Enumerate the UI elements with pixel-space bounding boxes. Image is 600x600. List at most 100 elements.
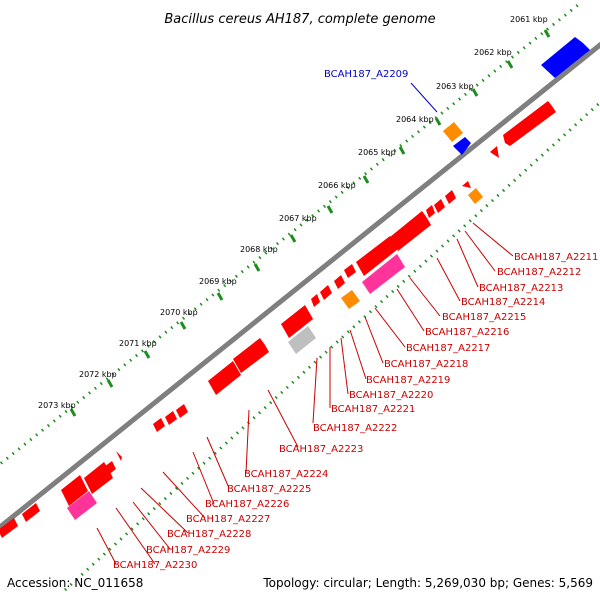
- gene-red: [356, 236, 398, 276]
- forward-strand-genes: [0, 37, 590, 538]
- leader-line: [192, 451, 215, 505]
- gene-label: BCAH187_A2226: [205, 499, 289, 510]
- gene-orange: [341, 290, 360, 309]
- leader-line: [206, 436, 230, 489]
- outer-scale-track: [0, 3, 579, 466]
- gene-orange: [468, 188, 483, 204]
- gene-pink: [67, 491, 97, 520]
- leader-line: [396, 288, 425, 332]
- scale-tick: [143, 350, 151, 359]
- gene-label: BCAH187_A2217: [406, 343, 490, 354]
- scale-label: 2071 kbp: [119, 339, 157, 348]
- gene-red: [434, 199, 445, 213]
- scale-tick: [506, 60, 514, 69]
- leader-line: [140, 487, 189, 534]
- leader-line: [267, 389, 299, 448]
- gene-blue: [453, 137, 471, 155]
- gene-red: [390, 211, 431, 251]
- scale-tick: [434, 117, 442, 126]
- gene-blue: [541, 37, 590, 78]
- leader-line: [472, 222, 514, 257]
- gene-label: BCAH187_A2228: [167, 529, 251, 540]
- scale-label: 2066 kbp: [318, 181, 356, 190]
- leader-line: [456, 238, 479, 288]
- gene-red: [490, 146, 499, 158]
- leader-line: [132, 501, 171, 550]
- gene-red: [176, 404, 188, 418]
- gene-label: BCAH187_A2223: [279, 444, 363, 455]
- leader-line: [364, 316, 384, 364]
- scale-label: 2065 kbp: [358, 148, 396, 157]
- gene-gray: [288, 326, 316, 354]
- scale-tick: [253, 263, 261, 272]
- reverse-strand-genes: [67, 137, 499, 520]
- scale-tick: [179, 321, 187, 330]
- genome-backbone: [0, 41, 600, 531]
- scale-tick: [289, 234, 297, 243]
- gene-red: [84, 462, 113, 494]
- gene-red: [165, 411, 177, 425]
- gene-red: [116, 451, 122, 461]
- genome-summary-text: Topology: circular; Length: 5,269,030 bp…: [262, 576, 593, 590]
- gene-red: [22, 503, 40, 522]
- scale-label: 2064 kbp: [396, 115, 434, 124]
- leader-line: [162, 471, 206, 519]
- scale-tick: [326, 205, 334, 214]
- leader-line: [340, 337, 349, 395]
- gene-label: BCAH187_A2225: [227, 484, 311, 495]
- gene-label: BCAH187_A2218: [384, 359, 468, 370]
- gene-label: BCAH187_A2209: [324, 69, 408, 80]
- gene-red: [208, 361, 241, 395]
- scale-label: 2063 kbp: [436, 82, 474, 91]
- gene-red: [462, 181, 471, 188]
- scale-tick: [216, 292, 224, 301]
- leader-line: [245, 409, 250, 474]
- gene-label: BCAH187_A2224: [244, 469, 328, 480]
- gene-red: [0, 518, 18, 538]
- scale-tick: [69, 408, 77, 417]
- gene-label: BCAH187_A2211: [514, 252, 598, 263]
- gene-red: [344, 264, 356, 278]
- scale-label: 2061 kbp: [510, 15, 548, 24]
- scale-tick: [543, 29, 551, 38]
- gene-red: [61, 475, 88, 506]
- gene-label: BCAH187_A2222: [313, 423, 397, 434]
- scale-label: 2068 kbp: [240, 245, 278, 254]
- leader-line-blue: [410, 82, 438, 113]
- scale-label: 2062 kbp: [474, 48, 512, 57]
- gene-red: [426, 205, 435, 218]
- gene-label: BCAH187_A2230: [113, 560, 197, 571]
- gene-red: [320, 285, 332, 300]
- scale-label: 2073 kbp: [38, 401, 76, 410]
- map-title: Bacillus cereus AH187, complete genome: [164, 12, 435, 27]
- leader-line: [374, 307, 406, 348]
- leader-line: [436, 257, 461, 302]
- scale-label: 2069 kbp: [199, 277, 237, 286]
- gene-label: BCAH187_A2227: [186, 514, 270, 525]
- gene-label: BCAH187_A2213: [479, 283, 563, 294]
- leader-line: [409, 277, 441, 317]
- scale-label: 2070 kbp: [160, 308, 198, 317]
- scale-label: 2067 kbp: [279, 214, 317, 223]
- scale-tick: [106, 379, 114, 388]
- gene-label: BCAH187_A2212: [497, 267, 581, 278]
- gene-label: BCAH187_A2215: [442, 312, 526, 323]
- scale-tick: [362, 175, 370, 184]
- inner-scale-track: [63, 100, 600, 592]
- gene-label: BCAH187_A2229: [146, 545, 230, 556]
- gene-label: BCAH187_A2214: [461, 297, 545, 308]
- gene-red: [281, 305, 313, 338]
- leader-line: [312, 357, 318, 424]
- gene-red: [233, 338, 269, 373]
- leader-line: [349, 329, 367, 380]
- gene-label: BCAH187_A2219: [366, 375, 450, 386]
- gene-red: [445, 190, 456, 204]
- scale-tick: [398, 146, 406, 155]
- label-leaders: [96, 222, 514, 565]
- scale-tick: [471, 88, 479, 97]
- gene-red: [153, 418, 165, 432]
- leader-line: [115, 507, 156, 565]
- gene-label: BCAH187_A2220: [349, 390, 433, 401]
